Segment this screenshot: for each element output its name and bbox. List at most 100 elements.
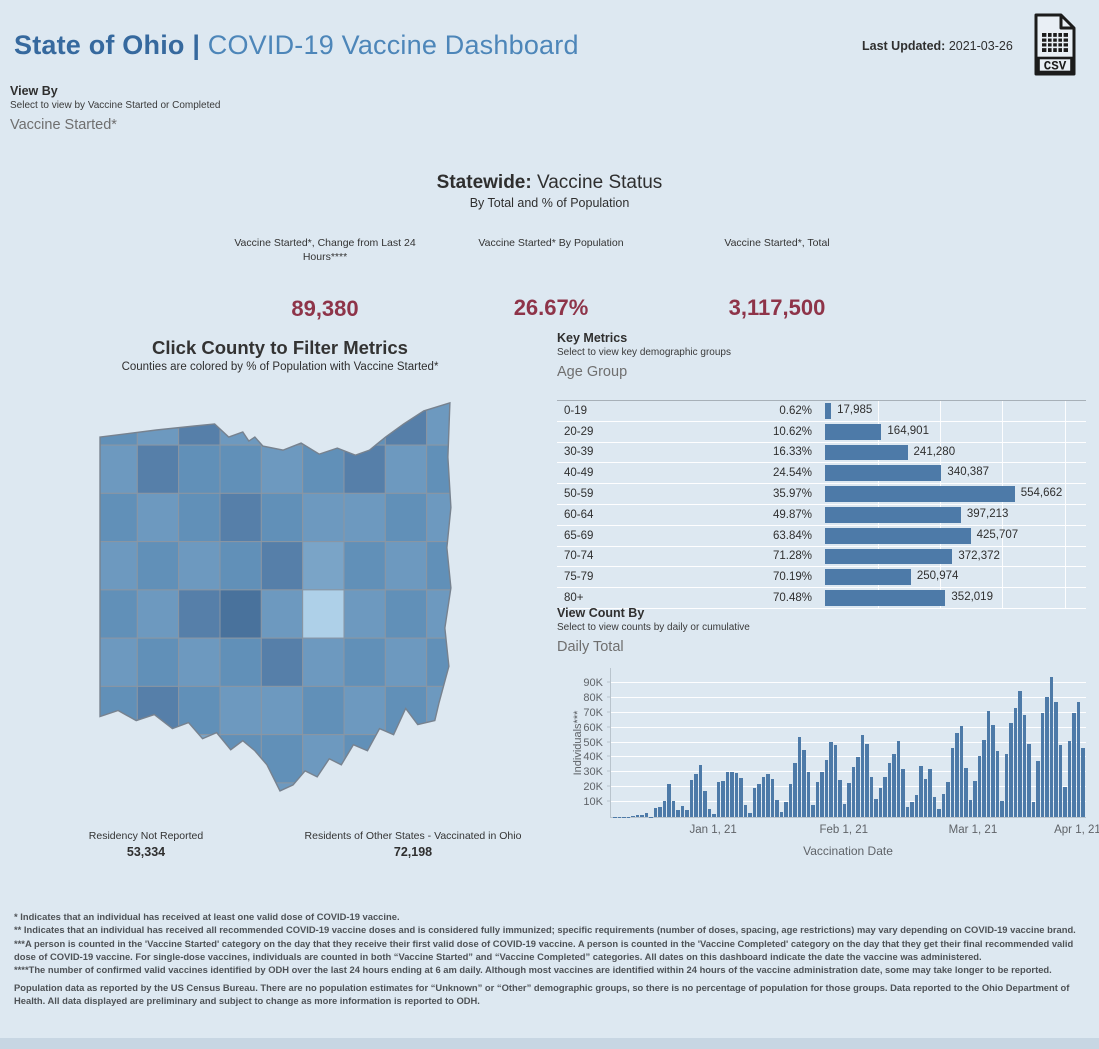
county-cell[interactable] — [343, 782, 386, 831]
county-cell[interactable] — [302, 685, 345, 736]
daily-bar[interactable] — [1072, 712, 1076, 817]
daily-bar[interactable] — [968, 799, 972, 817]
daily-bar[interactable] — [770, 778, 774, 817]
daily-bar[interactable] — [752, 787, 756, 817]
county-cell[interactable] — [219, 782, 262, 831]
county-cell[interactable] — [96, 589, 138, 639]
daily-bar[interactable] — [815, 782, 819, 817]
daily-bar[interactable] — [851, 767, 855, 817]
daily-bar[interactable] — [820, 771, 824, 817]
daily-bar[interactable] — [653, 808, 657, 817]
daily-bar[interactable] — [635, 814, 639, 817]
daily-bar[interactable] — [1009, 723, 1013, 817]
county-cell[interactable] — [384, 444, 428, 494]
county-cell[interactable] — [178, 492, 221, 543]
county-cell[interactable] — [96, 492, 138, 543]
daily-bar[interactable] — [842, 804, 846, 817]
county-cell[interactable] — [302, 492, 345, 543]
age-group-row[interactable]: 60-64 49.87% 397,213 — [557, 504, 1086, 526]
daily-bar[interactable] — [730, 772, 734, 817]
county-cell[interactable] — [426, 782, 468, 831]
daily-bar[interactable] — [1045, 696, 1049, 817]
daily-bar[interactable] — [644, 813, 648, 817]
age-group-row[interactable]: 30-39 16.33% 241,280 — [557, 442, 1086, 464]
county-cell[interactable] — [384, 782, 428, 831]
daily-bar[interactable] — [991, 725, 995, 817]
daily-bar[interactable] — [869, 777, 873, 817]
daily-bar[interactable] — [995, 750, 999, 817]
daily-bar[interactable] — [775, 799, 779, 817]
daily-bar[interactable] — [703, 791, 707, 817]
county-cell[interactable] — [260, 734, 304, 784]
daily-bar[interactable] — [748, 812, 752, 817]
county-cell[interactable] — [136, 492, 180, 543]
county-cell[interactable] — [96, 541, 138, 591]
daily-bar[interactable] — [694, 773, 698, 817]
demographic-dropdown[interactable]: Age Group — [557, 364, 628, 380]
daily-bar[interactable] — [802, 749, 806, 817]
daily-bar[interactable] — [838, 779, 842, 817]
county-cell[interactable] — [384, 637, 428, 687]
county-cell[interactable] — [384, 589, 428, 639]
age-group-row[interactable]: 65-69 63.84% 425,707 — [557, 525, 1086, 547]
view-by-dropdown[interactable]: Vaccine Started* — [10, 117, 117, 133]
age-group-row[interactable]: 50-59 35.97% 554,662 — [557, 484, 1086, 505]
age-group-bar[interactable] — [825, 569, 911, 586]
daily-bar[interactable] — [986, 711, 990, 817]
daily-bar[interactable] — [698, 764, 702, 817]
county-shapes[interactable] — [96, 397, 468, 831]
county-cell[interactable] — [219, 444, 262, 494]
county-cell[interactable] — [136, 397, 180, 446]
county-cell[interactable] — [384, 397, 428, 446]
daily-bar[interactable] — [932, 797, 936, 817]
age-group-row[interactable]: 20-29 10.62% 164,901 — [557, 421, 1086, 443]
daily-bar[interactable] — [982, 739, 986, 817]
county-cell[interactable] — [219, 685, 262, 736]
county-cell[interactable] — [302, 589, 345, 639]
county-cell[interactable] — [260, 397, 304, 446]
county-cell[interactable] — [260, 589, 304, 639]
county-cell[interactable] — [178, 397, 221, 446]
daily-bar[interactable] — [631, 816, 635, 817]
county-cell[interactable] — [178, 734, 221, 784]
daily-bar[interactable] — [757, 783, 761, 817]
age-group-bar[interactable] — [825, 527, 971, 544]
county-cell[interactable] — [384, 685, 428, 736]
daily-bar[interactable] — [1040, 713, 1044, 817]
age-group-bar[interactable] — [825, 486, 1015, 502]
county-cell[interactable] — [219, 492, 262, 543]
county-cell[interactable] — [96, 734, 138, 784]
county-cell[interactable] — [302, 734, 345, 784]
daily-bar[interactable] — [860, 735, 864, 817]
daily-bar[interactable] — [676, 810, 680, 817]
county-cell[interactable] — [136, 782, 180, 831]
daily-bar[interactable] — [914, 795, 918, 817]
daily-bar[interactable] — [716, 781, 720, 817]
age-group-row[interactable]: 40-49 24.54% 340,387 — [557, 463, 1086, 485]
daily-bar[interactable] — [1054, 701, 1058, 817]
county-cell[interactable] — [384, 734, 428, 784]
county-cell[interactable] — [260, 685, 304, 736]
county-cell[interactable] — [178, 444, 221, 494]
daily-bar[interactable] — [941, 793, 945, 817]
county-cell[interactable] — [136, 734, 180, 784]
daily-bar[interactable] — [1036, 761, 1040, 817]
daily-bar[interactable] — [946, 781, 950, 817]
daily-bar[interactable] — [640, 814, 644, 817]
daily-bar[interactable] — [977, 755, 981, 817]
age-group-bar[interactable] — [825, 465, 942, 482]
county-cell[interactable] — [178, 782, 221, 831]
daily-bar[interactable] — [806, 771, 810, 817]
county-cell[interactable] — [426, 492, 468, 543]
daily-bar[interactable] — [721, 781, 725, 817]
daily-bar[interactable] — [892, 753, 896, 817]
county-cell[interactable] — [96, 444, 138, 494]
county-cell[interactable] — [178, 637, 221, 687]
county-cell[interactable] — [302, 397, 345, 446]
county-cell[interactable] — [426, 734, 468, 784]
daily-bar[interactable] — [766, 773, 770, 817]
daily-bar[interactable] — [955, 732, 959, 817]
daily-bar[interactable] — [788, 783, 792, 817]
daily-total-chart[interactable]: 10K 20K 30K 40K 50K 60K 70K 80K 90K Jan 1, 21 Feb … — [583, 668, 1099, 836]
county-cell[interactable] — [260, 637, 304, 687]
